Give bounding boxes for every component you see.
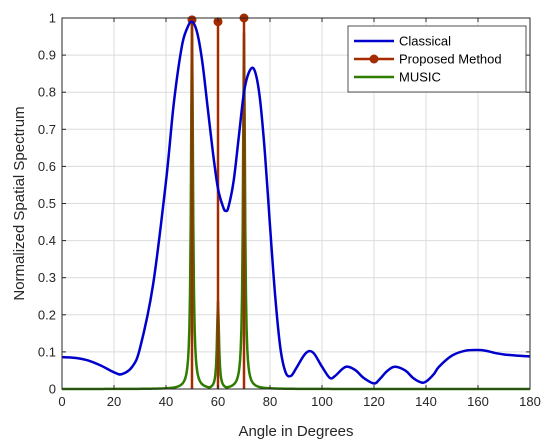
x-tick-label: 160 — [467, 394, 489, 409]
legend: Classical Proposed Method MUSIC — [347, 25, 527, 93]
y-tick-label: 0 — [49, 382, 56, 397]
y-tick-label: 0.3 — [38, 270, 56, 285]
y-tick-label: 0.8 — [38, 85, 56, 100]
legend-entry-music: MUSIC — [399, 70, 441, 85]
legend-entry-proposed-method: Proposed Method — [399, 52, 502, 67]
legend-marker-proposed-method — [369, 54, 379, 64]
series-line-classical — [61, 20, 531, 385]
y-axis: 0 0.1 0.2 0.3 0.4 0.5 0.6 0.7 0.8 0.9 1 — [38, 11, 530, 397]
y-tick-label: 0.9 — [38, 48, 56, 63]
x-tick-label: 0 — [58, 394, 65, 409]
y-tick-label: 0.6 — [38, 159, 56, 174]
y-tick-label: 0.5 — [38, 196, 56, 211]
x-tick-label: 180 — [519, 394, 541, 409]
y-tick-label: 0.7 — [38, 122, 56, 137]
x-tick-label: 140 — [415, 394, 437, 409]
y-tick-label: 0.1 — [38, 344, 56, 359]
y-tick-label: 1 — [49, 11, 56, 26]
x-tick-label: 60 — [211, 394, 225, 409]
x-tick-label: 100 — [311, 394, 333, 409]
y-axis-title: Normalized Spatial Spectrum — [11, 106, 28, 300]
x-tick-label: 80 — [263, 394, 277, 409]
x-tick-label: 120 — [363, 394, 385, 409]
x-tick-label: 40 — [159, 394, 173, 409]
x-axis-title: Angle in Degrees — [238, 423, 353, 440]
y-tick-label: 0.2 — [38, 307, 56, 322]
x-axis: 0 20 40 60 80 100 120 140 160 180 — [58, 18, 541, 409]
legend-entry-classical: Classical — [399, 34, 451, 49]
x-tick-label: 20 — [107, 394, 121, 409]
y-tick-label: 0.4 — [38, 233, 56, 248]
